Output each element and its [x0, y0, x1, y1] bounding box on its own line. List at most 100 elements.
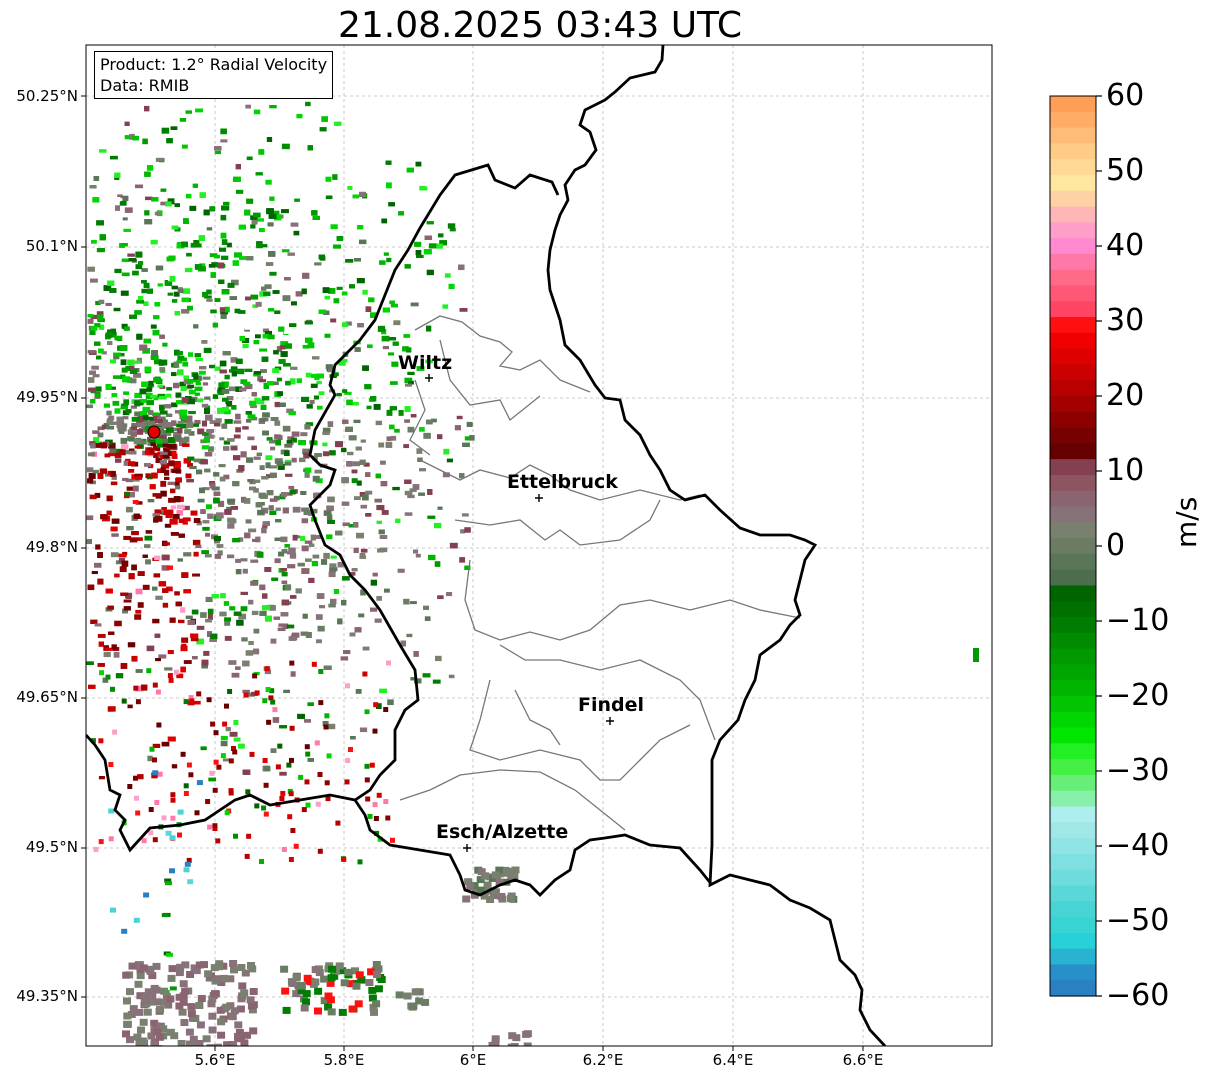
radar-pixel	[364, 709, 370, 715]
radar-pixel	[336, 286, 343, 290]
radar-pixel	[141, 280, 147, 284]
radar-pixel	[135, 685, 144, 692]
radar-pixel	[177, 287, 183, 292]
radar-pixel	[262, 328, 270, 333]
radar-pixel	[327, 421, 334, 428]
radar-pixel	[114, 268, 122, 274]
radar-pixel	[187, 1010, 196, 1018]
radar-pixel	[281, 549, 288, 554]
radar-pixel	[263, 811, 269, 817]
radar-pixel	[224, 810, 230, 816]
radar-pixel	[403, 598, 410, 605]
radar-pixel	[133, 423, 141, 428]
radar-pixel	[144, 426, 152, 432]
radar-pixel	[380, 481, 388, 487]
radar-pixel	[293, 230, 300, 236]
radar-pixel	[156, 722, 162, 728]
radar-pixel	[217, 979, 226, 986]
radar-pixel	[275, 764, 281, 770]
radar-pixel	[138, 296, 144, 301]
radar-pixel	[324, 713, 330, 719]
radar-pixel	[229, 296, 238, 300]
lon-tick-label: 5.8°E	[323, 1051, 365, 1069]
radar-pixel	[268, 251, 276, 257]
radar-pixel	[233, 420, 242, 424]
radar-pixel	[202, 431, 209, 436]
radar-pixel	[323, 724, 329, 730]
radar-pixel	[360, 589, 366, 596]
radar-pixel	[193, 518, 201, 524]
radar-pixel	[216, 512, 224, 519]
lon-tick-label: 6.2°E	[582, 1051, 624, 1069]
radar-pixel	[356, 278, 365, 284]
radar-pixel	[170, 792, 176, 798]
radar-pixel	[305, 337, 313, 343]
colorbar-segment	[1050, 474, 1096, 492]
radar-pixel	[214, 366, 221, 371]
radar-pixel	[164, 878, 172, 883]
esch-marker	[463, 844, 471, 852]
radar-pixel	[333, 298, 340, 304]
radar-pixel	[184, 436, 190, 443]
radar-pixel	[302, 998, 310, 1006]
radar-pixel	[277, 627, 286, 632]
radar-pixel	[314, 376, 320, 381]
radar-pixel	[204, 468, 211, 473]
colorbar-tick-marks	[1096, 95, 1102, 997]
radar-pixel	[432, 679, 441, 684]
radar-pixel	[149, 394, 158, 399]
radar-pixel	[203, 209, 210, 216]
radar-pixel	[171, 450, 177, 457]
radar-pixel	[335, 388, 343, 393]
radar-pixel	[107, 341, 113, 346]
radar-pixel	[133, 917, 140, 923]
radar-pixel	[157, 416, 165, 421]
radar-pixel	[202, 291, 208, 298]
radar-pixel	[187, 398, 195, 405]
colorbar-segment	[1050, 853, 1096, 871]
radar-pixel	[179, 118, 187, 122]
radar-pixel	[367, 344, 373, 349]
radar-pixel	[119, 243, 125, 248]
radar-pixel	[382, 376, 389, 380]
radar-pixel	[239, 256, 246, 260]
radar-pixel	[219, 476, 226, 482]
radar-pixel	[115, 673, 124, 679]
radar-pixel	[195, 544, 202, 548]
radar-pixel	[245, 256, 254, 261]
radar-pixel	[390, 837, 395, 843]
radar-pixel	[187, 619, 196, 625]
radar-pixel	[93, 176, 100, 181]
radar-pixel	[154, 633, 161, 638]
radar-pixel	[373, 971, 381, 978]
radar-pixel	[316, 639, 322, 644]
radar-pixel	[302, 448, 310, 455]
radar-pixel	[206, 504, 212, 510]
radar-pixel	[174, 203, 180, 208]
radar-pixel	[120, 592, 129, 596]
radar-pixel	[99, 468, 108, 474]
radar-pixel	[240, 606, 248, 612]
radar-pixel	[199, 366, 207, 370]
radar-pixel	[284, 544, 290, 548]
radar-pixel	[186, 252, 192, 257]
radar-pixel	[179, 409, 187, 416]
radar-pixel	[87, 314, 94, 318]
radar-pixel	[249, 1027, 258, 1035]
radar-pixel	[348, 1005, 357, 1013]
radar-pixel	[105, 332, 112, 338]
colorbar-segment	[1050, 269, 1096, 287]
radar-pixel	[249, 486, 257, 491]
radar-pixel	[274, 558, 281, 564]
radar-pixel	[170, 1032, 179, 1040]
radar-pixel	[181, 961, 190, 969]
radar-pixel	[196, 691, 202, 697]
radar-pixel	[179, 381, 186, 387]
radar-pixel	[326, 534, 333, 540]
radar-pixel	[248, 965, 257, 973]
radar-pixel	[329, 563, 337, 568]
radar-pixel	[152, 682, 158, 688]
radar-pixel	[280, 351, 288, 357]
radar-pixel	[181, 987, 190, 995]
radar-pixel	[167, 292, 174, 296]
